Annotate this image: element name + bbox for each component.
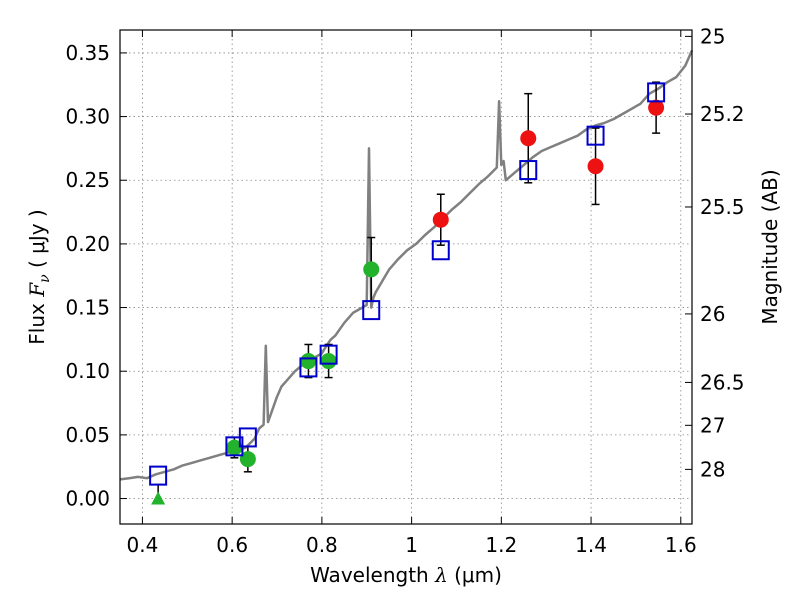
x-axis-label: Wavelength λ (μm): [310, 563, 502, 587]
model-photometry-square: [586, 125, 605, 146]
x-tick-label: 0.8: [306, 533, 338, 557]
y-tick-label: 0.25: [65, 168, 110, 192]
upper-limit-triangle: [151, 491, 166, 505]
x-tick-label: 0.4: [127, 533, 159, 557]
nir-data-point: [432, 211, 449, 228]
x-tick-label: 1.4: [575, 533, 607, 557]
optical-data-point: [226, 439, 243, 456]
model-photometry-square: [238, 427, 257, 448]
data-points-layer: [149, 81, 666, 505]
y2-tick-label: 26: [700, 302, 725, 326]
y-axis-label-prefix: Flux: [25, 297, 49, 345]
y2-tick-label: 25: [700, 24, 725, 48]
y-axis-label-unit: ( μJy ): [25, 209, 49, 274]
x-axis-label-prefix: Wavelength: [310, 563, 435, 587]
y-axis-label-symbol: F: [25, 282, 49, 298]
y-tick-label: 0.05: [65, 423, 110, 447]
y2-tick-label: 26.5: [700, 370, 745, 394]
y2-tick-label: 28: [700, 457, 725, 481]
nir-data-point: [520, 130, 537, 147]
y-tick-label: 0.30: [65, 105, 110, 129]
optical-data-point: [363, 261, 380, 278]
y-tick-label: 0.15: [65, 296, 110, 320]
y-tick-label: 0.10: [65, 359, 110, 383]
y2-tick-label: 27: [700, 413, 725, 437]
y2-axis-label: Magnitude (AB): [758, 169, 782, 324]
x-tick-label: 1: [405, 533, 418, 557]
model-photometry-square: [149, 465, 168, 486]
grid: [120, 30, 692, 524]
model-photometry-square: [647, 82, 666, 103]
model-spectrum-line: [119, 49, 694, 481]
y-tick-label: 0.35: [65, 41, 110, 65]
model-photometry-square: [362, 300, 381, 321]
model-photometry-square: [431, 240, 450, 261]
y-axis-label: Flux Fν ( μJy ): [25, 209, 53, 344]
nir-data-point: [648, 99, 665, 116]
optical-data-point: [300, 353, 317, 370]
optical-data-point: [239, 451, 256, 468]
x-tick-label: 1.6: [665, 533, 697, 557]
y-axis-label-subscript: ν: [37, 274, 53, 283]
model-photometry-square: [519, 160, 538, 181]
x-axis-label-symbol: λ: [434, 563, 448, 587]
model-photometry-square: [299, 357, 318, 378]
x-axis-label-unit: (μm): [448, 563, 502, 587]
optical-data-point: [320, 353, 337, 370]
nir-data-point: [587, 158, 604, 175]
y2-tick-label: 25.2: [700, 102, 745, 126]
y2-tick-label: 25.5: [700, 195, 745, 219]
plot-frame: [119, 29, 693, 525]
y-tick-label: 0.20: [65, 232, 110, 256]
model-photometry-square: [319, 344, 338, 365]
y-tick-label: 0.00: [65, 487, 110, 511]
x-tick-label: 1.2: [485, 533, 517, 557]
axis-ticks: 0.4 0.6 0.8 1 1.2 1.4 1.6 0.00 0.05 0.10 0.15 0.20 0…: [65, 24, 744, 557]
x-tick-label: 0.6: [216, 533, 248, 557]
model-spectrum-layer: [119, 49, 694, 481]
